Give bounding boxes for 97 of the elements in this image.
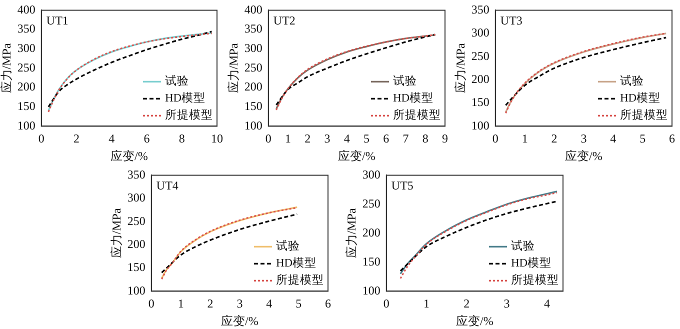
- y-tick-label: 250: [244, 60, 262, 74]
- chart-title: UT4: [156, 178, 178, 192]
- x-tick-label: 8: [422, 132, 428, 146]
- x-tick-label: 10: [211, 132, 223, 146]
- y-tick-label: 250: [362, 196, 380, 210]
- x-tick-label: 3: [324, 132, 330, 146]
- x-tick-label: 4: [108, 132, 115, 146]
- legend-label: 所提模型: [165, 108, 213, 122]
- x-tick-label: 0: [383, 296, 390, 311]
- y-axis-title: 应力/MPa: [344, 208, 358, 258]
- y-tick-label: 100: [127, 283, 146, 298]
- y-tick-label: 150: [362, 254, 380, 268]
- x-tick-label: 4: [544, 296, 550, 311]
- x-tick-label: 6: [669, 132, 675, 146]
- y-tick-label: 300: [17, 41, 36, 56]
- x-tick-label: 2: [207, 296, 214, 311]
- x-tick-label: 5: [296, 296, 302, 311]
- y-tick-label: 200: [471, 72, 490, 86]
- y-tick-label: 100: [17, 118, 36, 132]
- y-tick-label: 350: [471, 2, 490, 16]
- x-axis-title: 应变/%: [221, 314, 258, 328]
- x-tick-label: 0: [148, 296, 154, 311]
- y-tick-label: 200: [127, 236, 146, 251]
- x-tick-label: 0: [492, 132, 498, 146]
- x-tick-label: 4: [610, 132, 616, 146]
- y-tick-label: 150: [471, 95, 490, 110]
- y-tick-label: 150: [17, 99, 36, 114]
- x-tick-label: 8: [178, 132, 185, 146]
- x-tick-label: 3: [580, 132, 587, 146]
- y-tick-label: 150: [244, 99, 262, 114]
- x-tick-label: 0: [38, 132, 44, 146]
- y-axis-title: 应力/MPa: [109, 208, 124, 258]
- x-tick-label: 5: [364, 132, 370, 146]
- legend-label: 试验: [393, 74, 417, 88]
- legend-label: 所提模型: [393, 108, 441, 122]
- legend-label: 所提模型: [620, 108, 668, 122]
- x-tick-label: 9: [442, 132, 448, 146]
- x-tick-label: 1: [424, 296, 430, 311]
- y-tick-label: 250: [471, 48, 490, 63]
- y-tick-label: 300: [362, 167, 380, 182]
- y-tick-label: 300: [471, 26, 490, 40]
- legend-label: HD模型: [276, 256, 317, 270]
- y-tick-label: 250: [17, 60, 36, 74]
- x-tick-label: 6: [144, 132, 150, 146]
- y-axis-title: 应力/MPa: [0, 42, 14, 94]
- x-tick-label: 0: [265, 132, 272, 146]
- y-tick-label: 200: [244, 80, 262, 94]
- y-tick-label: 350: [244, 22, 262, 36]
- y-tick-label: 100: [362, 283, 380, 298]
- x-tick-label: 2: [464, 296, 470, 311]
- chart-title: UT3: [500, 13, 522, 28]
- x-tick-label: 1: [522, 132, 528, 146]
- legend-label: 所提模型: [276, 274, 324, 287]
- x-tick-label: 6: [383, 132, 390, 146]
- y-tick-label: 400: [17, 2, 36, 16]
- legend-label: 试验: [620, 74, 644, 88]
- y-tick-label: 200: [17, 80, 36, 94]
- x-axis-title: 应变/%: [338, 148, 376, 163]
- x-tick-label: 2: [551, 132, 558, 146]
- legend-label: HD模型: [393, 92, 434, 105]
- x-axis-title: 应变/%: [456, 314, 494, 328]
- y-tick-label: 100: [244, 118, 262, 132]
- y-tick-label: 400: [244, 2, 262, 16]
- chart-title: UT2: [273, 13, 296, 28]
- legend-label: HD模型: [511, 256, 552, 270]
- x-tick-label: 4: [266, 296, 272, 311]
- x-axis-title: 应变/%: [565, 148, 602, 163]
- x-tick-label: 4: [344, 132, 350, 146]
- legend-label: 所提模型: [511, 274, 559, 287]
- x-tick-label: 1: [178, 296, 184, 311]
- x-tick-label: 1: [285, 132, 292, 146]
- legend-label: 试验: [276, 240, 300, 253]
- x-tick-label: 2: [304, 132, 311, 146]
- x-tick-label: 2: [74, 132, 80, 146]
- y-tick-label: 100: [471, 118, 490, 132]
- x-tick-label: 3: [236, 296, 243, 311]
- chart-title: UT5: [391, 178, 414, 192]
- chart-title: UT1: [46, 13, 68, 28]
- legend-label: 试验: [165, 74, 189, 88]
- legend-label: HD模型: [165, 92, 206, 105]
- y-tick-label: 300: [244, 41, 262, 56]
- x-tick-label: 6: [325, 296, 331, 311]
- y-tick-label: 200: [362, 225, 380, 240]
- x-tick-label: 5: [640, 132, 646, 146]
- x-tick-label: 7: [402, 132, 409, 146]
- x-tick-label: 3: [504, 296, 510, 311]
- y-axis-title: 应力/MPa: [453, 42, 468, 94]
- y-tick-label: 300: [127, 190, 146, 205]
- y-axis-title: 应力/MPa: [226, 42, 240, 94]
- legend-label: HD模型: [620, 92, 661, 105]
- y-tick-label: 350: [127, 167, 146, 182]
- y-tick-label: 150: [127, 260, 146, 274]
- x-axis-title: 应变/%: [110, 148, 148, 163]
- y-tick-label: 350: [17, 22, 36, 36]
- line-series: [400, 200, 558, 272]
- y-tick-label: 250: [127, 214, 146, 228]
- legend-label: 试验: [511, 240, 535, 253]
